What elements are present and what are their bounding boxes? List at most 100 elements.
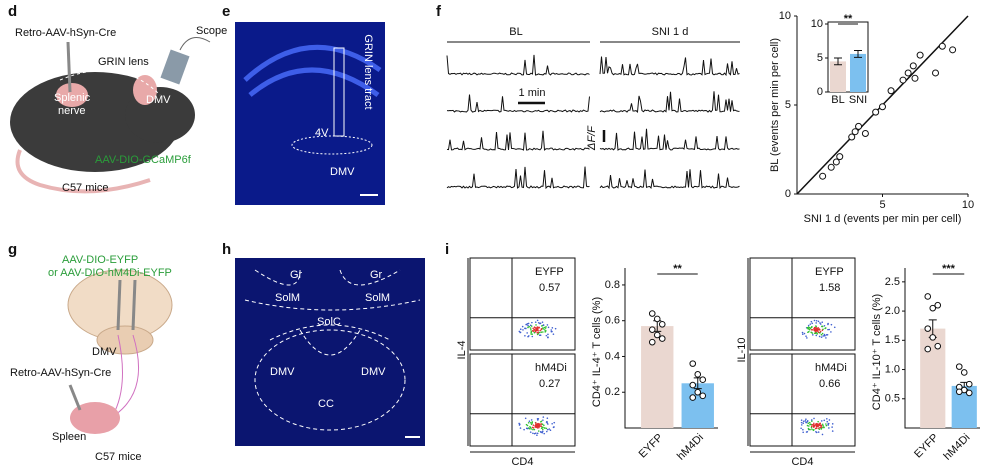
group-value: 0.27 bbox=[539, 378, 560, 390]
panel-label: f bbox=[436, 3, 442, 20]
event-dot bbox=[547, 423, 549, 425]
event-dot bbox=[536, 329, 538, 331]
event-dot bbox=[532, 424, 535, 426]
region-label: DMV bbox=[361, 366, 386, 378]
event-dot bbox=[546, 428, 549, 431]
event-dot bbox=[826, 420, 829, 423]
syringe bbox=[66, 41, 72, 93]
event-dot bbox=[549, 429, 552, 432]
point bbox=[699, 392, 707, 400]
event-dot bbox=[807, 422, 810, 425]
event-dot bbox=[536, 331, 538, 334]
event-dot bbox=[538, 334, 541, 337]
event-dot bbox=[823, 419, 826, 422]
x-axis-label: SNI 1 d (events per min per cell) bbox=[804, 213, 962, 225]
event-dot bbox=[816, 329, 818, 332]
panel-f: f BL SNI 1 d 1 min ΔF/F bbox=[436, 3, 740, 190]
nerve-label: Splenic bbox=[54, 92, 91, 104]
virus-label: Retro-AAV-hSyn-Cre bbox=[10, 367, 111, 379]
event-dot bbox=[542, 331, 544, 333]
event-dot bbox=[546, 417, 549, 420]
event-dot bbox=[827, 323, 829, 326]
panel-label: i bbox=[445, 241, 449, 258]
syringe bbox=[116, 279, 122, 331]
micrograph bbox=[235, 22, 385, 205]
region-label: DMV bbox=[270, 366, 295, 378]
event-dot bbox=[803, 332, 806, 335]
event-dot bbox=[528, 427, 531, 430]
x-tick-label: hM4Di bbox=[941, 432, 972, 463]
condition-label: SNI 1 d bbox=[652, 26, 689, 38]
point bbox=[827, 163, 835, 171]
point bbox=[899, 76, 907, 84]
event-dot bbox=[544, 327, 547, 329]
point bbox=[689, 394, 697, 401]
event-dot bbox=[814, 330, 816, 332]
point bbox=[929, 334, 937, 341]
event-dot bbox=[546, 430, 548, 433]
trace bbox=[599, 56, 740, 77]
event-dot bbox=[811, 322, 814, 325]
group-label: EYFP bbox=[535, 266, 564, 278]
region-label: CC bbox=[318, 398, 334, 410]
point bbox=[955, 363, 963, 370]
point bbox=[648, 310, 656, 317]
event-dot bbox=[805, 421, 807, 424]
event-dot bbox=[519, 328, 522, 331]
event-dot bbox=[552, 426, 555, 429]
event-dot bbox=[802, 428, 804, 431]
flow-plot bbox=[469, 257, 576, 351]
point bbox=[848, 133, 856, 141]
event-dot bbox=[815, 425, 818, 427]
panel-label: h bbox=[222, 241, 231, 258]
event-dot bbox=[531, 335, 534, 338]
event-dot bbox=[526, 424, 529, 427]
y-tick-label: 0.8 bbox=[605, 279, 620, 291]
point bbox=[689, 381, 697, 389]
event-dot bbox=[807, 324, 810, 327]
event-dot bbox=[833, 326, 836, 329]
region-label: Gr bbox=[370, 269, 383, 281]
point bbox=[694, 371, 702, 378]
x-tick-label: SNI bbox=[849, 94, 867, 106]
ear bbox=[133, 75, 157, 105]
event-dot bbox=[536, 418, 539, 420]
event-dot bbox=[831, 426, 833, 428]
panel-label: d bbox=[8, 3, 17, 20]
event-dot bbox=[533, 331, 536, 334]
event-dot bbox=[819, 422, 821, 425]
trace bbox=[446, 94, 590, 113]
y-tick-label: 0.4 bbox=[605, 350, 620, 362]
event-dot bbox=[806, 326, 809, 329]
bar bbox=[850, 53, 866, 92]
trace bbox=[599, 91, 740, 114]
event-dot bbox=[531, 333, 533, 336]
event-dot bbox=[815, 319, 818, 322]
spleen-label: Spleen bbox=[52, 431, 86, 443]
event-dot bbox=[543, 432, 546, 435]
dmv-label: DMV bbox=[146, 94, 171, 106]
y-axis-label: BL (events per min per cell) bbox=[769, 38, 781, 172]
event-dot bbox=[820, 333, 823, 336]
event-dot bbox=[538, 331, 541, 334]
y-tick-label: 5 bbox=[785, 99, 791, 111]
event-dot bbox=[802, 420, 805, 423]
event-dot bbox=[812, 424, 815, 427]
mice-label: C57 mice bbox=[62, 182, 108, 194]
event-dot bbox=[827, 328, 829, 331]
flow-plot bbox=[749, 257, 856, 351]
event-dot bbox=[824, 327, 827, 329]
event-dot bbox=[554, 327, 557, 330]
flow-x-label: CD4 bbox=[791, 456, 813, 468]
scope bbox=[160, 49, 190, 85]
annotation: *** bbox=[942, 263, 956, 275]
event-dot bbox=[831, 423, 834, 425]
event-dot bbox=[815, 334, 818, 337]
event-dot bbox=[813, 319, 816, 322]
virus-label: AAV-DIO-EYFP bbox=[62, 254, 138, 266]
group-value: 1.58 bbox=[819, 282, 840, 294]
event-dot bbox=[541, 423, 544, 426]
event-dot bbox=[821, 329, 824, 332]
event-dot bbox=[546, 324, 549, 326]
event-dot bbox=[800, 421, 803, 424]
